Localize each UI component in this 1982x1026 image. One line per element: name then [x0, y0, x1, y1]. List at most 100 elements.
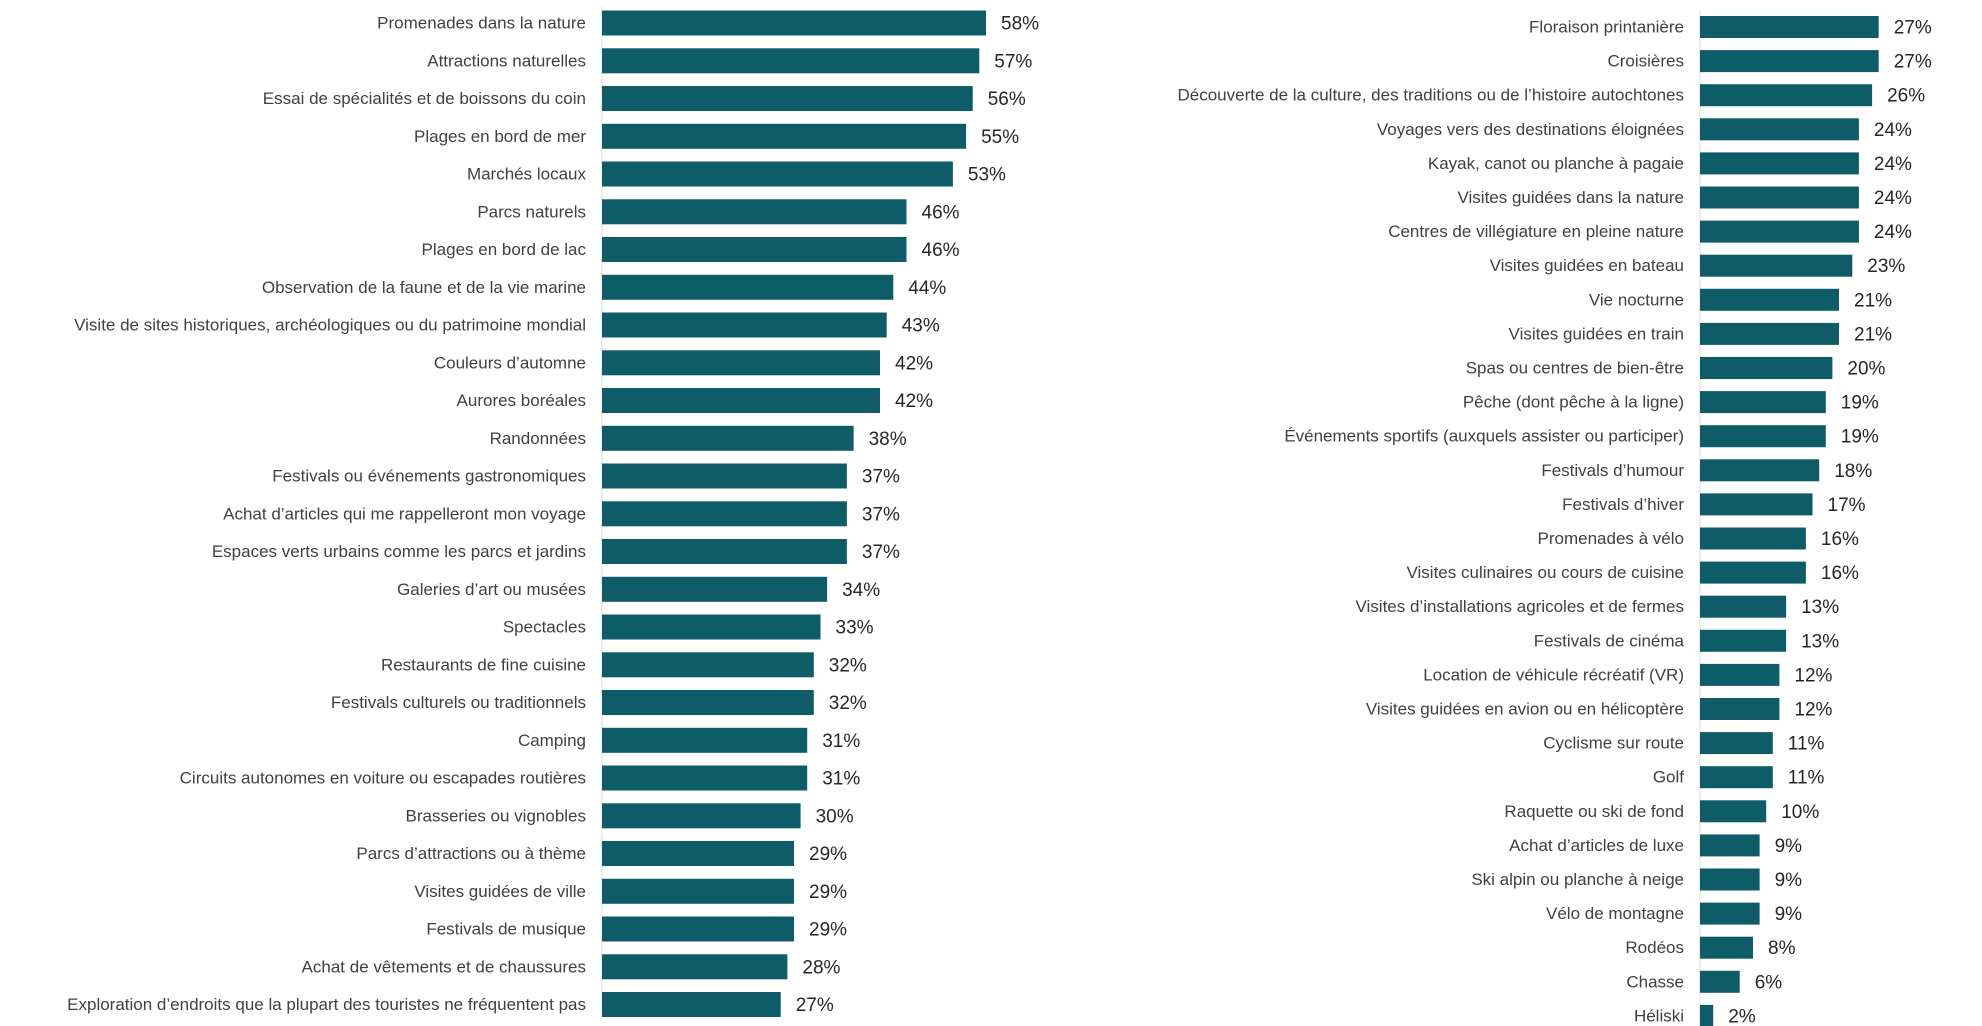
- left-bar: [602, 954, 788, 980]
- right-bar: [1700, 152, 1859, 175]
- left-category-label: Festivals de musique: [426, 920, 586, 939]
- left-category-label: Couleurs d’automne: [434, 353, 586, 372]
- right-value-label: 17%: [1828, 495, 1866, 516]
- right-value-label: 18%: [1834, 461, 1872, 482]
- right-category-label: Visites guidées dans la nature: [1457, 188, 1684, 207]
- right-value-label: 11%: [1788, 734, 1825, 755]
- right-category-label: Vie nocturne: [1589, 290, 1684, 309]
- right-value-label: 12%: [1794, 665, 1832, 686]
- right-category-label: Golf: [1653, 768, 1684, 787]
- right-bar: [1700, 732, 1773, 755]
- right-category-label: Croisières: [1607, 52, 1684, 71]
- left-category-label: Espaces verts urbains comme les parcs et…: [212, 542, 586, 561]
- right-value-label: 13%: [1801, 631, 1839, 652]
- right-bar: [1700, 391, 1826, 414]
- right-value-label: 24%: [1874, 188, 1912, 209]
- left-bar: [602, 388, 880, 413]
- right-bar: [1700, 902, 1760, 925]
- left-bar: [602, 463, 847, 489]
- right-value-label: 20%: [1847, 359, 1885, 380]
- left-bar: [602, 10, 986, 36]
- right-category-label: Promenades à vélo: [1538, 529, 1684, 548]
- right-bar: [1700, 561, 1806, 584]
- right-category-label: Chasse: [1626, 972, 1684, 991]
- left-category-label: Achat de vêtements et de chaussures: [302, 957, 586, 976]
- left-category-label: Achat d’articles qui me rappelleront mon…: [223, 504, 586, 523]
- left-category-label: Parcs naturels: [477, 202, 586, 221]
- right-value-label: 12%: [1794, 700, 1832, 721]
- right-bar: [1700, 322, 1839, 345]
- right-value-label: 19%: [1841, 393, 1879, 414]
- right-value-label: 21%: [1854, 324, 1892, 345]
- right-category-label: Visites guidées en bateau: [1490, 256, 1684, 275]
- left-bar: [602, 992, 781, 1017]
- left-value-label: 31%: [822, 731, 860, 752]
- right-category-label: Festivals d’hiver: [1562, 495, 1684, 514]
- right-category-label: Festivals de cinéma: [1534, 631, 1685, 650]
- right-bar: [1700, 527, 1806, 550]
- right-bar: [1700, 800, 1767, 823]
- left-value-label: 42%: [895, 353, 933, 374]
- right-value-label: 23%: [1867, 256, 1905, 277]
- right-category-label: Pêche (dont pêche à la ligne): [1463, 393, 1684, 412]
- right-category-label: Événements sportifs (auxquels assister o…: [1284, 427, 1684, 446]
- left-bar: [602, 161, 953, 187]
- right-category-label: Vélo de montagne: [1546, 904, 1684, 923]
- right-bar: [1700, 629, 1787, 652]
- right-value-label: 2%: [1728, 1006, 1756, 1026]
- right-bar: [1700, 288, 1839, 311]
- right-bar: [1700, 50, 1879, 73]
- right-category-label: Visites culinaires ou cours de cuisine: [1407, 563, 1685, 582]
- right-category-label: Visites guidées en train: [1509, 324, 1684, 343]
- left-value-label: 29%: [809, 882, 847, 903]
- right-category-label: Visites guidées en avion ou en hélicoptè…: [1366, 700, 1684, 719]
- left-bar: [602, 841, 794, 866]
- right-category-label: Achat d’articles de luxe: [1509, 836, 1684, 855]
- left-value-label: 46%: [922, 240, 960, 261]
- left-bar: [602, 539, 847, 564]
- left-value-label: 34%: [842, 580, 880, 601]
- right-bar: [1700, 834, 1760, 857]
- right-category-label: Spas ou centres de bien-être: [1466, 359, 1684, 378]
- right-value-label: 27%: [1894, 52, 1932, 73]
- left-value-label: 33%: [836, 618, 874, 639]
- right-bar: [1700, 493, 1813, 516]
- left-bar: [602, 727, 808, 753]
- left-bar: [602, 48, 980, 74]
- right-category-label: Héliski: [1634, 1006, 1684, 1025]
- left-bar: [602, 312, 887, 338]
- right-bar: [1700, 936, 1753, 959]
- left-value-label: 46%: [922, 202, 960, 223]
- left-category-label: Parcs d’attractions ou à thème: [356, 844, 586, 863]
- left-bar: [602, 86, 973, 111]
- left-category-label: Visite de sites historiques, archéologiq…: [74, 316, 586, 335]
- left-category-label: Festivals culturels ou traditionnels: [331, 693, 586, 712]
- left-value-label: 43%: [902, 316, 940, 337]
- left-value-label: 42%: [895, 391, 933, 412]
- left-category-label: Brasseries ou vignobles: [406, 806, 586, 825]
- left-value-label: 55%: [981, 127, 1019, 148]
- right-value-label: 16%: [1821, 563, 1859, 584]
- right-bar: [1700, 425, 1826, 448]
- left-bar: [602, 199, 907, 225]
- right-bar-chart: Floraison printanière 27% Croisières 27% Déc…: [1177, 10, 1932, 1026]
- right-value-label: 8%: [1768, 938, 1796, 959]
- left-value-label: 57%: [994, 51, 1032, 72]
- left-value-label: 56%: [988, 89, 1026, 110]
- left-bar: [602, 237, 907, 262]
- right-bar: [1700, 16, 1879, 38]
- left-category-label: Festivals ou événements gastronomiques: [272, 467, 586, 486]
- right-bar: [1700, 970, 1740, 993]
- left-bar: [602, 690, 814, 715]
- right-bar: [1700, 357, 1833, 379]
- left-bar: [602, 765, 808, 791]
- right-value-label: 10%: [1781, 802, 1819, 823]
- left-value-label: 37%: [862, 467, 900, 488]
- right-category-label: Rodéos: [1625, 938, 1684, 957]
- left-value-label: 28%: [802, 957, 840, 978]
- right-category-label: Voyages vers des destinations éloignées: [1377, 120, 1684, 139]
- left-value-label: 44%: [908, 278, 946, 299]
- right-bar: [1700, 254, 1853, 277]
- right-category-label: Raquette ou ski de fond: [1504, 802, 1684, 821]
